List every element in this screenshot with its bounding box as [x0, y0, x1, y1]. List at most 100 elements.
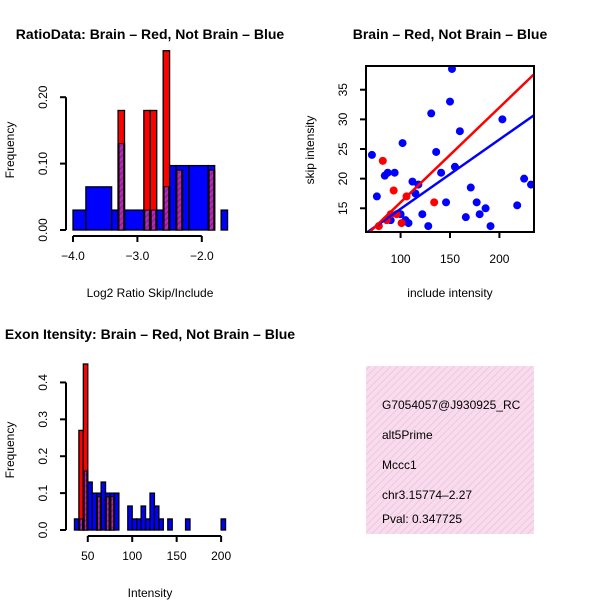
scatter-point-notbrain-14 — [424, 222, 433, 231]
exon-histogram-bar-notbrain-20 — [220, 518, 227, 531]
ratio-histogram-bar-overlap-5 — [208, 169, 215, 231]
panel-ratio-histogram: RatioData: Brain – Red, Not Brain – Blue… — [3, 26, 284, 300]
ratio-histogram-bar-overlap-1 — [144, 209, 150, 231]
scatter-point-notbrain-20 — [447, 66, 456, 73]
scatter-frame — [365, 65, 535, 233]
ratio-histogram-bars — [72, 50, 229, 231]
scatter-point-notbrain-30 — [513, 201, 522, 210]
exon-histogram-bar-notbrain-0 — [73, 518, 80, 531]
ratio-histogram-bar-notbrain-2 — [110, 209, 119, 231]
ratio-histogram-axes: −4.0 −3.0 −2.0 0.00 0.10 0.20 — [36, 85, 214, 263]
scatter-point-notbrain-5 — [390, 168, 399, 177]
exon-histogram-bar-notbrain-12 — [136, 518, 142, 531]
exon-histogram-x-tick-label-2: 150 — [167, 549, 187, 563]
ratio-histogram-bar-notbrain-9 — [188, 164, 209, 231]
info-panel: G7054057@J930925_RC alt5Prime Mccc1 chr3… — [366, 366, 534, 534]
panel-exon-intensity-histogram: Exon Itensity: Brain – Red, Not Brain – … — [3, 326, 295, 600]
exon-histogram-bar-overlap-3 — [106, 496, 110, 531]
scatter-point-brain-4 — [389, 186, 398, 195]
scatter-marks — [366, 66, 534, 232]
scatter-point-notbrain-27 — [481, 204, 490, 213]
exon-histogram-bar-notbrain-15 — [149, 492, 156, 531]
info-pval: Pval: 0.347725 — [382, 512, 462, 526]
scatter-point-notbrain-13 — [418, 210, 427, 219]
scatter-point-notbrain-28 — [486, 222, 495, 231]
scatter-point-notbrain-23 — [461, 213, 470, 222]
exon-histogram-bar-notbrain-3 — [87, 481, 93, 531]
scatter-point-notbrain-25 — [472, 198, 481, 207]
scatter-x-tick-label-2: 200 — [489, 252, 509, 266]
scatter-point-notbrain-15 — [427, 109, 436, 118]
scatter-point-notbrain-16 — [432, 147, 441, 156]
exon-histogram-bar-brain-0 — [78, 429, 84, 531]
scatter-point-notbrain-9 — [404, 219, 413, 228]
exon-histogram-bar-notbrain-11 — [131, 518, 138, 531]
ratio-histogram-x-tick-label-1: −3.0 — [126, 249, 150, 263]
ratio-histogram-bar-overlap-0 — [118, 143, 124, 231]
scatter-title: Brain – Red, Not Brain – Blue — [353, 26, 548, 42]
ratio-histogram-y-tick-label-0: 0.00 — [36, 218, 50, 242]
exon-histogram-bar-notbrain-18 — [167, 518, 173, 531]
ratio-histogram-bar-overlap-2 — [150, 209, 157, 231]
ratio-histogram-bar-notbrain-1 — [85, 186, 113, 231]
exon-histogram-bar-notbrain-6 — [100, 481, 107, 531]
ratio-histogram-y-tick-label-1: 0.10 — [36, 152, 50, 176]
ratio-histogram-bar-overlap-3 — [163, 186, 170, 231]
info-panel-background — [366, 366, 534, 534]
scatter-point-notbrain-22 — [455, 127, 464, 136]
scatter-point-notbrain-3 — [383, 168, 392, 177]
scatter-point-brain-6 — [397, 219, 406, 228]
scatter-point-notbrain-19 — [446, 97, 454, 106]
ratio-histogram-bar-notbrain-0 — [72, 209, 87, 231]
scatter-point-notbrain-26 — [475, 210, 484, 219]
scatter-fit-line-brain — [367, 73, 534, 232]
scatter-point-notbrain-7 — [398, 139, 407, 148]
ratio-histogram-bar-notbrain-11 — [220, 209, 229, 231]
exon-histogram-bar-overlap-0 — [79, 518, 83, 531]
scatter-point-brain-8 — [430, 198, 439, 207]
scatter-axes: 100 150 200 15 20 25 30 35 — [336, 65, 535, 266]
exon-histogram-ylabel: Frequency — [3, 422, 17, 479]
exon-histogram-y-tick-label-4: 0.4 — [36, 374, 50, 391]
ratio-histogram-bar-notbrain-7 — [168, 164, 177, 231]
panel-intensity-scatter: Brain – Red, Not Brain – Blue 100 150 2001… — [303, 26, 547, 300]
ratio-histogram-y-tick-label-2: 0.20 — [36, 85, 50, 109]
info-event-type: alt5Prime — [382, 428, 433, 442]
exon-histogram-y-tick-label-1: 0.1 — [36, 484, 50, 501]
scatter-x-tick-label-1: 150 — [440, 252, 460, 266]
ratio-histogram-x-tick-label-0: −4.0 — [61, 249, 85, 263]
exon-histogram-bar-overlap-1 — [83, 470, 88, 531]
info-probe-id: G7054057@J930925_RC — [382, 398, 521, 412]
scatter-point-notbrain-0 — [367, 150, 376, 159]
exon-histogram-bar-notbrain-4 — [91, 492, 98, 531]
scatter-y-tick-label-0: 15 — [336, 201, 350, 215]
exon-histogram-axes: 50 100 150 200 0.0 0.1 0.2 0.3 0.4 — [36, 374, 231, 563]
exon-histogram-title: Exon Itensity: Brain – Red, Not Brain – … — [5, 326, 295, 342]
exon-histogram-y-tick-label-0: 0.0 — [36, 521, 50, 538]
ratio-histogram-xlabel: Log2 Ratio Skip/Include — [87, 286, 214, 300]
scatter-y-tick-label-4: 35 — [336, 83, 350, 97]
scatter-y-tick-label-1: 20 — [336, 172, 350, 186]
scatter-xlabel: include intensity — [407, 286, 492, 300]
ratio-histogram-ylabel: Frequency — [3, 122, 17, 179]
exon-histogram-bars — [73, 363, 227, 531]
info-gene-name: Mccc1 — [382, 458, 417, 472]
scatter-point-notbrain-24 — [466, 183, 475, 192]
info-location: chr3.15774–2.27 — [382, 488, 472, 502]
scatter-point-notbrain-29 — [498, 115, 507, 124]
exon-histogram-bar-notbrain-9 — [113, 492, 120, 531]
exon-histogram-y-tick-label-3: 0.3 — [36, 411, 50, 428]
scatter-point-notbrain-10 — [408, 177, 417, 186]
exon-histogram-bar-overlap-4 — [110, 496, 114, 531]
exon-histogram-bar-notbrain-19 — [184, 518, 191, 531]
exon-histogram-x-tick-label-3: 200 — [211, 549, 231, 563]
exon-histogram-bar-notbrain-17 — [158, 518, 164, 531]
exon-histogram-bar-notbrain-10 — [127, 505, 133, 531]
ratio-histogram-bar-overlap-4 — [176, 169, 182, 231]
scatter-ylabel: skip intensity — [303, 116, 317, 185]
exon-histogram-y-tick-label-2: 0.2 — [36, 448, 50, 465]
exon-histogram-xlabel: Intensity — [128, 586, 173, 600]
scatter-point-notbrain-31 — [520, 174, 529, 183]
scatter-point-notbrain-1 — [372, 192, 381, 201]
